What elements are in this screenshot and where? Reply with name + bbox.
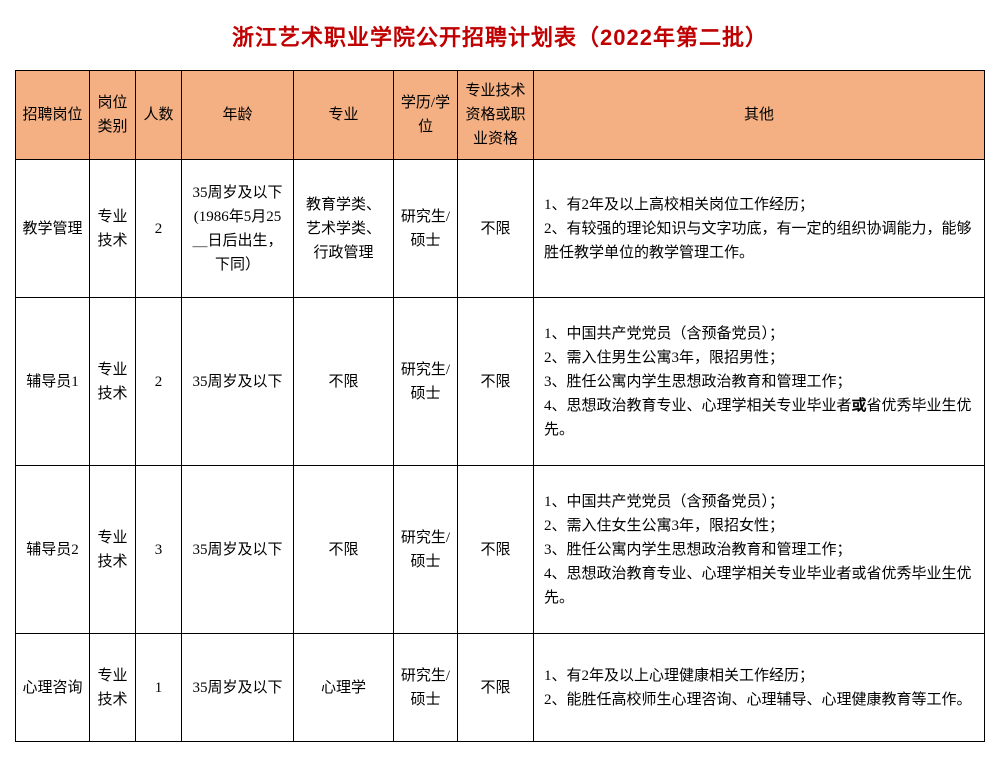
- cell-major: 不限: [294, 466, 394, 634]
- cell-count: 3: [136, 466, 182, 634]
- cell-category: 专业技术: [90, 466, 136, 634]
- cell-age: 35周岁及以下(1986年5月25＿日后出生，下同）: [182, 160, 294, 298]
- cell-qual: 不限: [458, 298, 534, 466]
- header-edu: 学历/学位: [394, 71, 458, 160]
- cell-count: 1: [136, 634, 182, 742]
- header-other: 其他: [534, 71, 985, 160]
- cell-category: 专业技术: [90, 634, 136, 742]
- cell-other: 1、中国共产党党员（含预备党员）；2、需入住男生公寓3年，限招男性；3、胜任公寓…: [534, 298, 985, 466]
- cell-qual: 不限: [458, 160, 534, 298]
- cell-age: 35周岁及以下: [182, 466, 294, 634]
- cell-major: 教育学类、艺术学类、行政管理: [294, 160, 394, 298]
- recruitment-table: 招聘岗位 岗位类别 人数 年龄 专业 学历/学位 专业技术资格或职业资格 其他 …: [15, 70, 985, 742]
- cell-edu: 研究生/硕士: [394, 634, 458, 742]
- cell-position: 心理咨询: [16, 634, 90, 742]
- cell-edu: 研究生/硕士: [394, 298, 458, 466]
- header-category: 岗位类别: [90, 71, 136, 160]
- table-header-row: 招聘岗位 岗位类别 人数 年龄 专业 学历/学位 专业技术资格或职业资格 其他: [16, 71, 985, 160]
- cell-category: 专业技术: [90, 298, 136, 466]
- cell-category: 专业技术: [90, 160, 136, 298]
- cell-age: 35周岁及以下: [182, 298, 294, 466]
- header-position: 招聘岗位: [16, 71, 90, 160]
- table-row: 心理咨询专业技术135周岁及以下心理学研究生/硕士不限1、有2年及以上心理健康相…: [16, 634, 985, 742]
- cell-edu: 研究生/硕士: [394, 160, 458, 298]
- cell-edu: 研究生/硕士: [394, 466, 458, 634]
- cell-count: 2: [136, 298, 182, 466]
- cell-major: 不限: [294, 298, 394, 466]
- cell-other: 1、中国共产党党员（含预备党员）；2、需入住女生公寓3年，限招女性；3、胜任公寓…: [534, 466, 985, 634]
- header-major: 专业: [294, 71, 394, 160]
- header-qual: 专业技术资格或职业资格: [458, 71, 534, 160]
- header-age: 年龄: [182, 71, 294, 160]
- cell-position: 辅导员2: [16, 466, 90, 634]
- cell-qual: 不限: [458, 634, 534, 742]
- cell-qual: 不限: [458, 466, 534, 634]
- cell-position: 教学管理: [16, 160, 90, 298]
- cell-age: 35周岁及以下: [182, 634, 294, 742]
- cell-position: 辅导员1: [16, 298, 90, 466]
- cell-other: 1、有2年及以上心理健康相关工作经历；2、能胜任高校师生心理咨询、心理辅导、心理…: [534, 634, 985, 742]
- table-row: 辅导员2专业技术335周岁及以下不限研究生/硕士不限1、中国共产党党员（含预备党…: [16, 466, 985, 634]
- table-row: 辅导员1专业技术235周岁及以下不限研究生/硕士不限1、中国共产党党员（含预备党…: [16, 298, 985, 466]
- header-count: 人数: [136, 71, 182, 160]
- cell-count: 2: [136, 160, 182, 298]
- cell-other: 1、有2年及以上高校相关岗位工作经历；2、有较强的理论知识与文字功底，有一定的组…: [534, 160, 985, 298]
- page-title: 浙江艺术职业学院公开招聘计划表（2022年第二批）: [15, 20, 985, 52]
- table-row: 教学管理专业技术235周岁及以下(1986年5月25＿日后出生，下同）教育学类、…: [16, 160, 985, 298]
- cell-major: 心理学: [294, 634, 394, 742]
